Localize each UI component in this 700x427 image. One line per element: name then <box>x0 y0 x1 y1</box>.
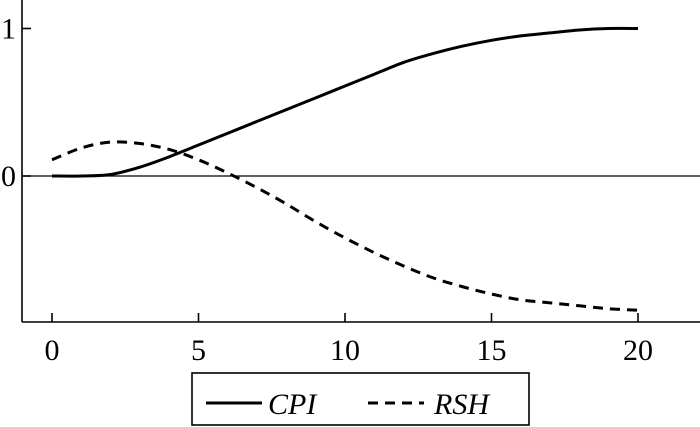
x-tick-label-0: 0 <box>45 334 60 367</box>
x-tick-label-20: 20 <box>623 334 653 367</box>
x-tick-label-15: 15 <box>477 334 507 367</box>
x-ticks: 0 5 10 15 20 <box>45 313 653 367</box>
y-tick-label-1: 1 <box>1 13 16 46</box>
y-ticks: 10 <box>1 13 31 193</box>
x-tick-label-5: 5 <box>191 334 206 367</box>
y-tick-label-0: 0 <box>1 160 16 193</box>
legend: CPI RSH <box>191 372 530 426</box>
legend-box <box>191 372 530 426</box>
series-line-cpi <box>51 26 639 178</box>
x-tick-label-10: 10 <box>330 334 360 367</box>
series-layer <box>51 26 639 312</box>
legend-label-rsh: RSH <box>433 388 491 421</box>
legend-label-cpi: CPI <box>268 388 318 421</box>
